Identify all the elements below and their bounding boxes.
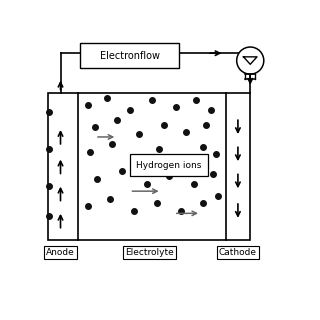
Text: Hydrogen ions: Hydrogen ions [136,161,202,170]
Text: Electronflow: Electronflow [100,51,159,61]
Text: Anode: Anode [46,248,75,257]
Text: Cathode: Cathode [219,248,257,257]
Text: Electrolyte: Electrolyte [125,248,173,257]
Bar [48,92,250,240]
Bar [130,154,208,176]
Circle shape [237,47,264,74]
Bar [80,43,179,68]
